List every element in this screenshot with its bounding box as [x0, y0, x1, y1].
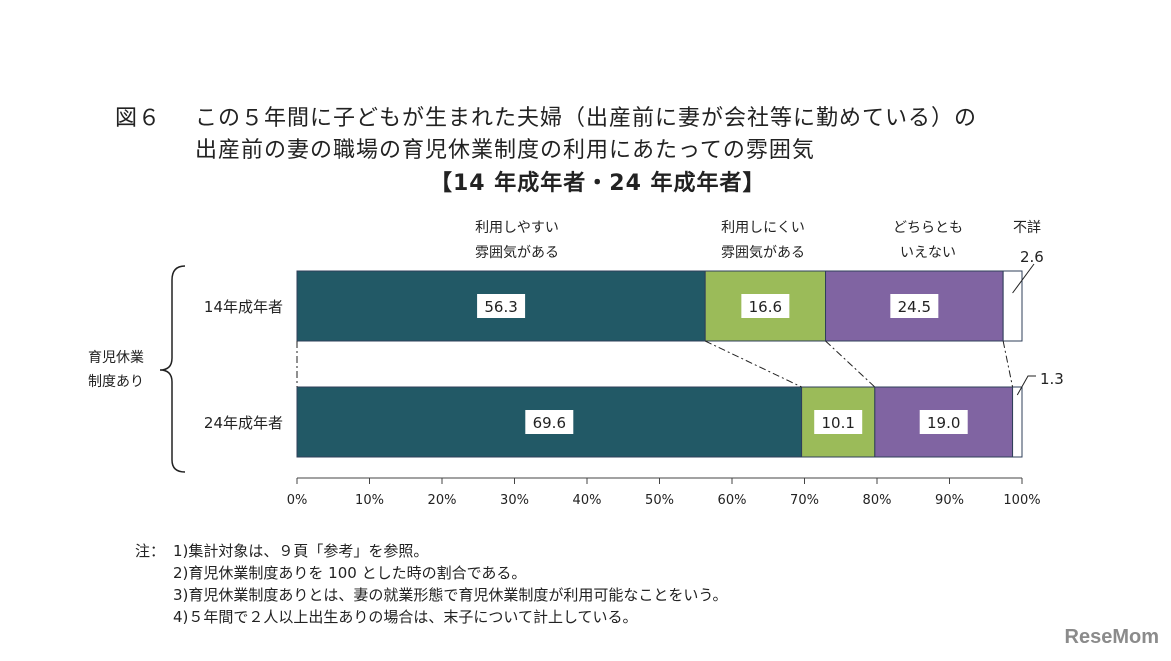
series-label: 利用しやすい — [475, 220, 559, 236]
figure-number: 図６ — [115, 106, 162, 131]
chart-title-text: この５年間に子どもが生まれた夫婦（出産前に妻が会社等に勤めている）の — [195, 106, 978, 131]
series-label: 雰囲気がある — [721, 245, 805, 261]
chart-title-line-1: 図６ この５年間に子どもが生まれた夫婦（出産前に妻が会社等に勤めている）の — [115, 100, 977, 132]
category-label: 14年成年者 — [204, 298, 283, 316]
note-item: 3)育児休業制度ありとは、妻の就業形態で育児休業制度が利用可能なことをいう。 — [173, 586, 728, 604]
data-label-box — [814, 410, 863, 434]
x-tick-label: 40% — [573, 493, 602, 508]
data-label: 56.3 — [484, 298, 517, 316]
notes: 注： 1)集計対象は、９頁「参考」を参照。 2)育児休業制度ありを 100 とした… — [135, 540, 728, 628]
callout-label: 1.3 — [1040, 370, 1064, 388]
series-label: 雰囲気がある — [475, 245, 559, 261]
x-tick-label: 70% — [790, 493, 819, 508]
series-label: 不詳 — [1013, 220, 1041, 236]
data-label-box — [477, 294, 526, 318]
chart-subtitle: 【14 年成年者・24 年成年者】 — [430, 171, 766, 196]
category-label: 24年成年者 — [204, 414, 283, 432]
x-tick-label: 20% — [428, 493, 457, 508]
chart-title-line-2: 出産前の妻の職場の育児休業制度の利用にあたっての雰囲気 — [195, 138, 815, 163]
x-tick-label: 30% — [500, 493, 529, 508]
data-label: 24.5 — [898, 298, 931, 316]
x-tick-label: 50% — [645, 493, 674, 508]
connector-line — [1002, 340, 1014, 388]
connector-line — [704, 340, 802, 388]
x-tick-label: 100% — [1003, 493, 1040, 508]
series-label: いえない — [900, 245, 956, 261]
data-label-box — [525, 410, 574, 434]
connector-line — [825, 340, 876, 388]
bar-segment — [1012, 386, 1023, 458]
note-item: 2)育児休業制度ありを 100 とした時の割合である。 — [173, 564, 527, 582]
x-tick-label: 0% — [287, 493, 308, 508]
callout-line — [1012, 263, 1035, 294]
note-item: 注： 1)集計対象は、９頁「参考」を参照。 — [135, 540, 728, 562]
group-brace — [159, 265, 186, 473]
data-label-box — [919, 410, 968, 434]
series-label: どちらとも — [893, 220, 963, 236]
callout-label: 2.6 — [1020, 248, 1044, 266]
note-text: 1)集計対象は、９頁「参考」を参照。 — [173, 542, 429, 560]
x-tick-label: 90% — [935, 493, 964, 508]
data-label: 10.1 — [822, 414, 855, 432]
data-label: 16.6 — [749, 298, 782, 316]
callout-line — [1016, 375, 1036, 396]
data-label: 69.6 — [533, 414, 566, 432]
x-tick-label: 10% — [355, 493, 384, 508]
data-label-box — [741, 294, 790, 318]
group-label: 制度あり — [88, 374, 144, 390]
group-label: 育児休業 — [88, 350, 144, 366]
bar-segment — [1002, 270, 1023, 342]
note-prefix: 注： — [135, 542, 166, 560]
resemom-logo: ReseMom — [1064, 626, 1159, 648]
x-tick-label: 60% — [718, 493, 747, 508]
data-label-box — [890, 294, 939, 318]
note-item: 4)５年間で２人以上出生ありの場合は、末子について計上している。 — [173, 608, 638, 626]
series-label: 利用しにくい — [721, 220, 805, 236]
x-tick-label: 80% — [863, 493, 892, 508]
data-label: 19.0 — [927, 414, 960, 432]
